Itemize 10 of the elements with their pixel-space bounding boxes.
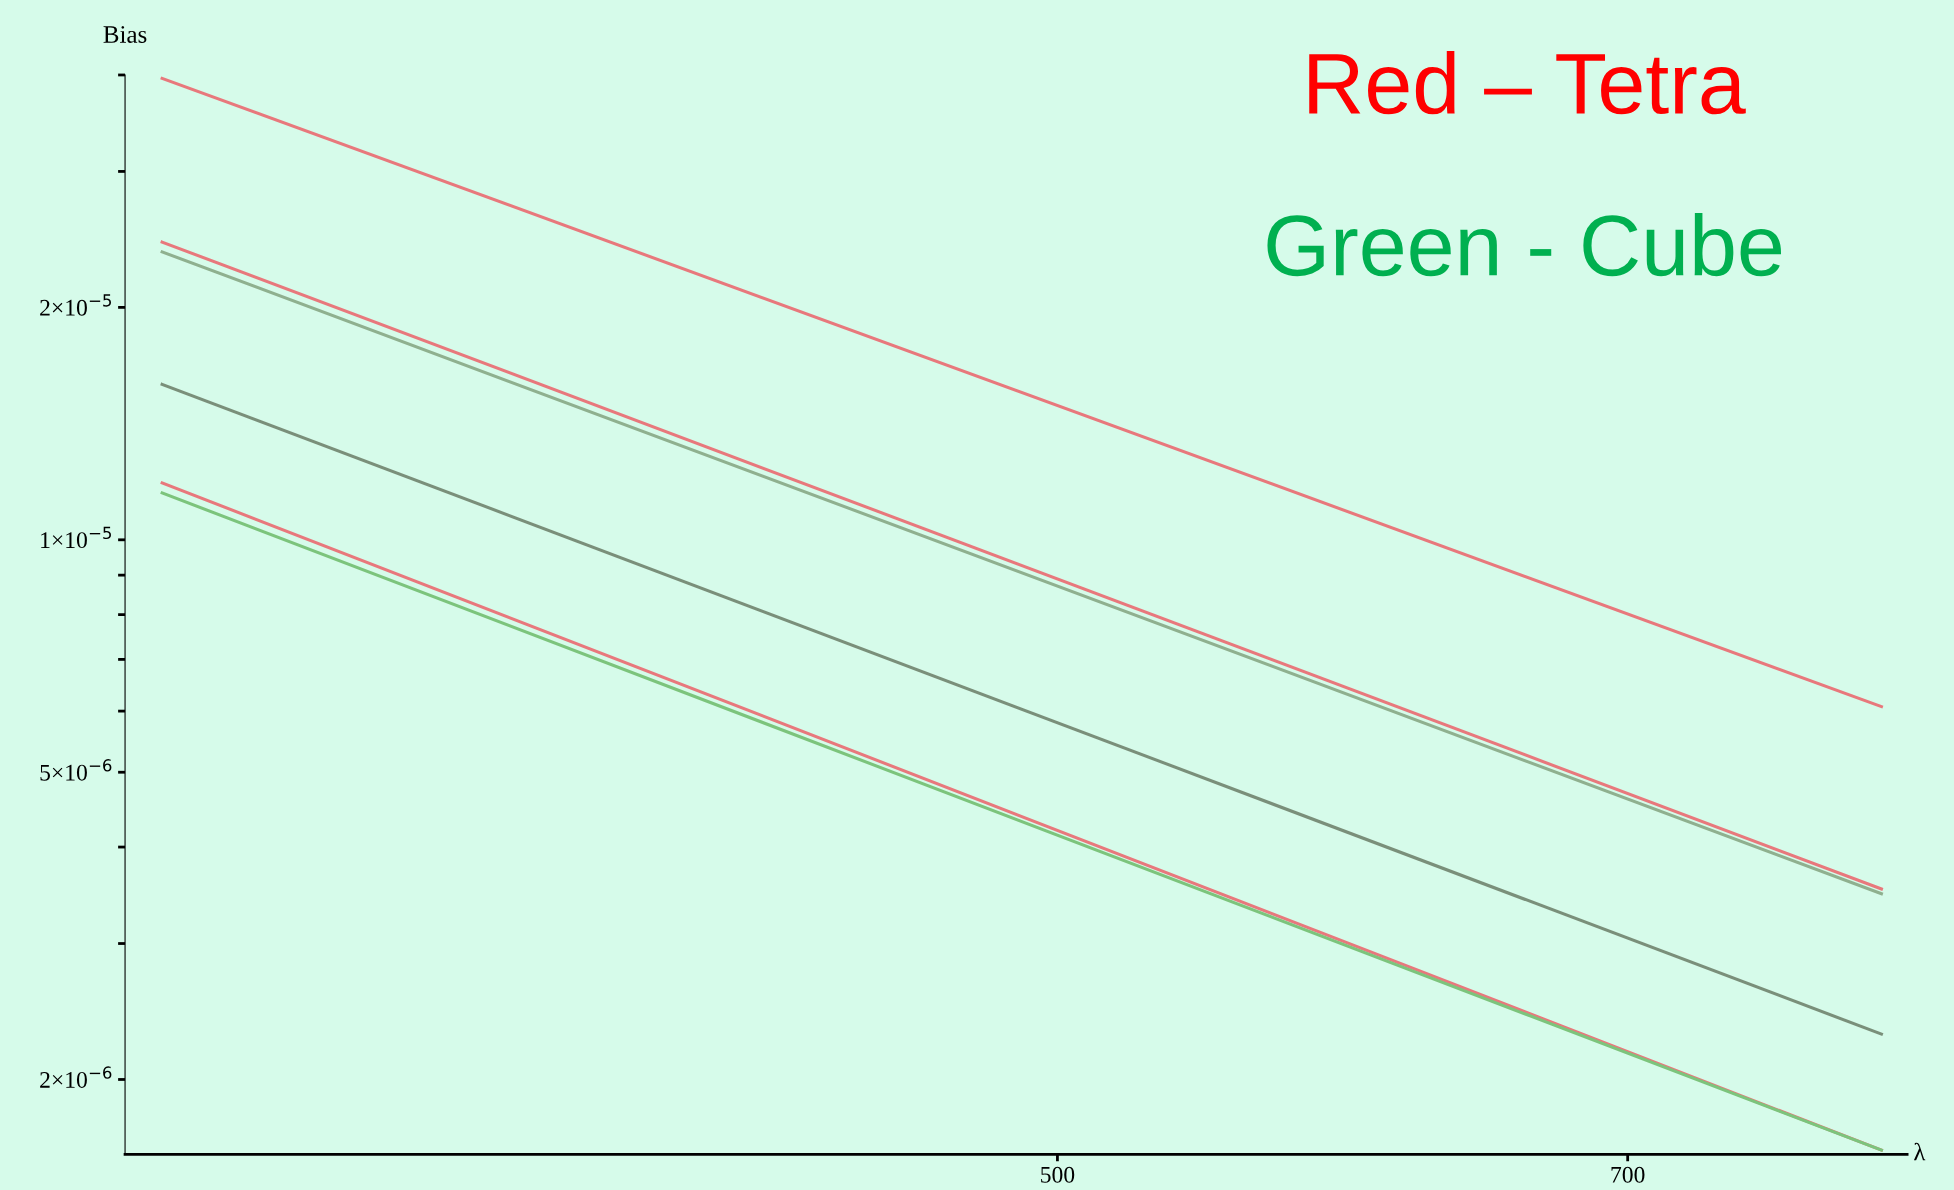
x-tick-label: 700 — [1611, 1166, 1645, 1183]
y-tick-label: 2×10$^{−5}$ — [40, 294, 111, 316]
y-tick-label: 1×10$^{−5}$ — [41, 526, 111, 549]
y-tick-label: 5×10$^{−6}$ — [40, 759, 112, 781]
annotation: Red – Tetra — [1309, 51, 1746, 115]
y-axis-title: Bias — [103, 26, 147, 43]
annotation: Green - Cube — [1267, 212, 1782, 277]
x-axis-title: λ — [1914, 1142, 1926, 1161]
y-tick-label: 2×10$^{−6}$ — [40, 1066, 112, 1088]
x-tick-label: 500 — [1041, 1166, 1075, 1183]
